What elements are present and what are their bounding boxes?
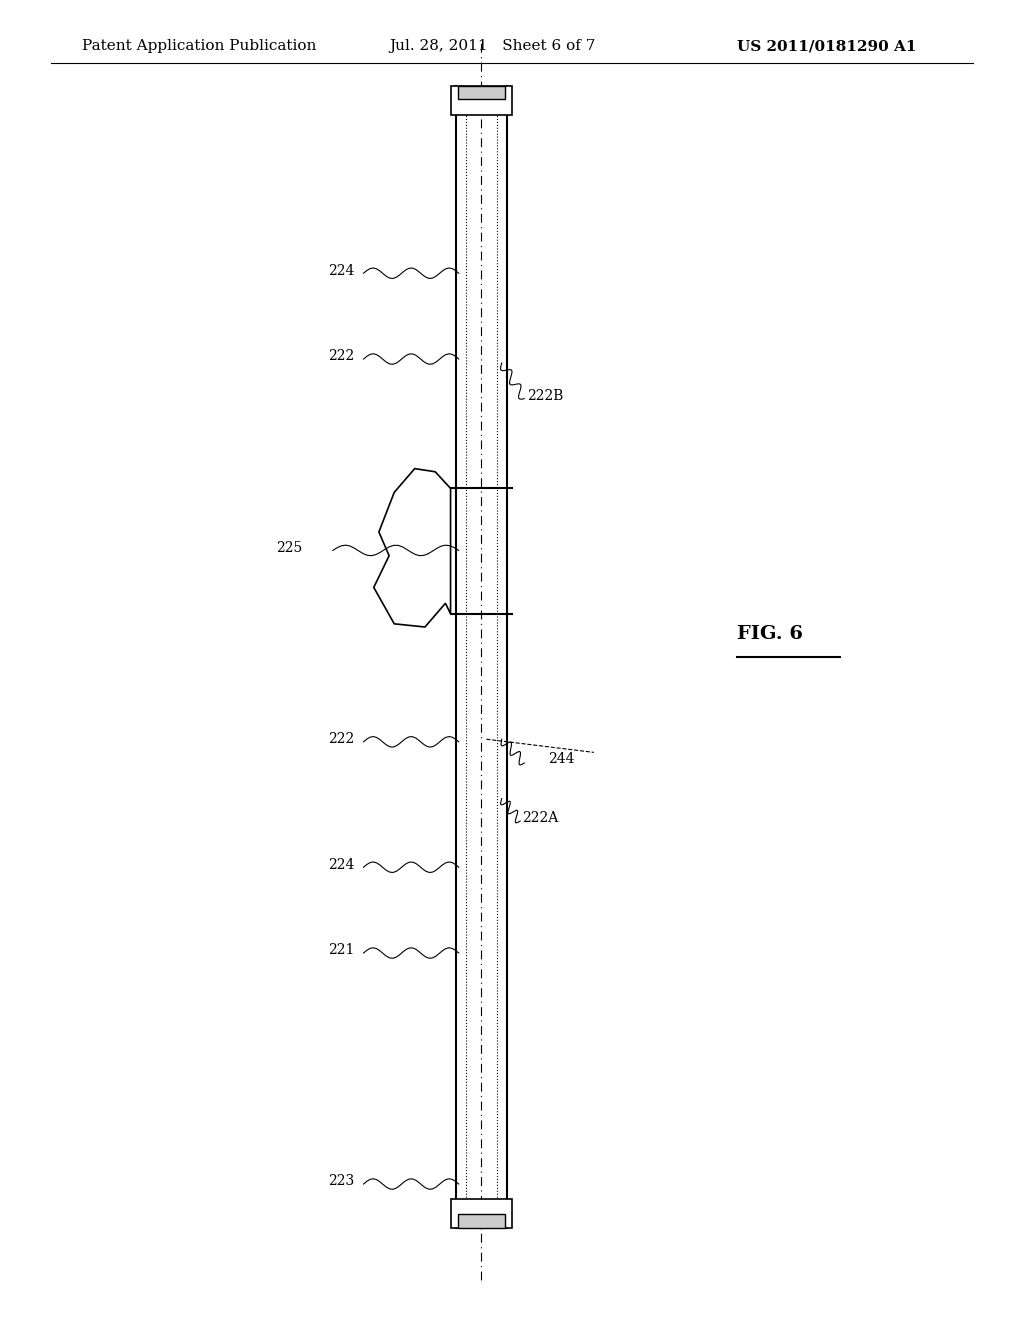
Text: 221: 221: [328, 944, 354, 957]
Bar: [451, 86, 512, 115]
Text: 225: 225: [276, 541, 303, 554]
Text: 223: 223: [328, 1175, 354, 1188]
Text: 222A: 222A: [522, 812, 558, 825]
Polygon shape: [374, 469, 451, 627]
Text: Jul. 28, 2011   Sheet 6 of 7: Jul. 28, 2011 Sheet 6 of 7: [389, 40, 596, 53]
Bar: [458, 1214, 505, 1228]
Text: 222: 222: [328, 733, 354, 746]
Text: 222: 222: [328, 350, 354, 363]
Text: 224: 224: [328, 858, 354, 871]
Text: 224: 224: [328, 264, 354, 277]
Text: 244: 244: [548, 752, 574, 766]
Text: US 2011/0181290 A1: US 2011/0181290 A1: [737, 40, 916, 53]
Bar: [451, 1199, 512, 1228]
Text: Patent Application Publication: Patent Application Publication: [82, 40, 316, 53]
Bar: [458, 86, 505, 99]
Text: FIG. 6: FIG. 6: [737, 624, 803, 643]
Text: 222B: 222B: [527, 389, 564, 403]
